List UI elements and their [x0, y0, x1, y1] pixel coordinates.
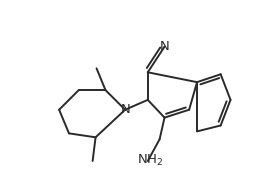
Text: NH$_2$: NH$_2$ [136, 152, 163, 167]
Text: N: N [120, 103, 130, 116]
Text: N: N [160, 40, 169, 53]
